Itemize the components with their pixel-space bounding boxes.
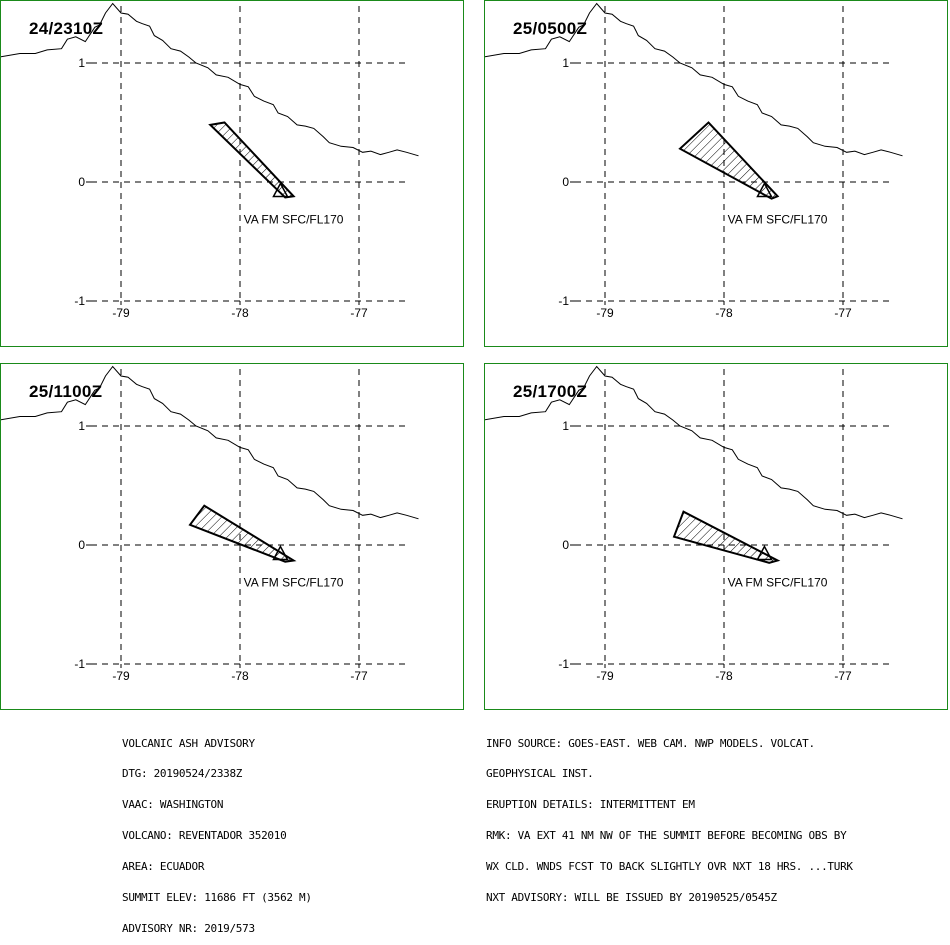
y-tick-label: 1	[562, 419, 569, 433]
volcano-marker	[756, 544, 773, 561]
y-tick-label: -1	[558, 657, 569, 671]
ash-cloud-polygon	[188, 504, 297, 563]
y-tick-label: 0	[78, 538, 85, 552]
y-tick-label: -1	[74, 294, 85, 308]
x-tick-label: -78	[715, 669, 733, 683]
x-tick-label: -77	[834, 306, 852, 320]
map-canvas: -79 -78 -77 1 0 -1 VA FM SFC/FL170	[485, 365, 903, 683]
volcano-marker	[272, 181, 289, 198]
x-tick-label: -77	[350, 669, 368, 683]
advisory-info-right: INFO SOURCE: GOES-EAST. WEB CAM. NWP MOD…	[486, 718, 853, 914]
advisory-line: NXT ADVISORY: WILL BE ISSUED BY 20190525…	[486, 891, 777, 905]
map-canvas: -79 -78 -77 1 0 -1 VA FM SFC/FL170	[1, 2, 419, 320]
advisory-line: AREA: ECUADOR	[122, 860, 205, 874]
x-tick-label: -77	[834, 669, 852, 683]
forecast-panel-1: -79 -78 -77 1 0 -1 VA FM SFC/FL170 24/2310Z	[0, 0, 464, 347]
advisory-line: GEOPHYSICAL INST.	[486, 767, 594, 781]
x-tick-label: -77	[350, 306, 368, 320]
advisory-line: RMK: VA EXT 41 NM NW OF THE SUMMIT BEFOR…	[486, 829, 847, 843]
y-tick-label: 0	[562, 538, 569, 552]
ash-cloud-polygon	[208, 121, 296, 199]
advisory-line: WX CLD. WNDS FCST TO BACK SLIGHTLY OVR N…	[486, 860, 853, 874]
advisory-line: SUMMIT ELEV: 11686 FT (3562 M)	[122, 891, 312, 905]
forecast-panel-3: -79 -78 -77 1 0 -1 VA FM SFC/FL170 25/1100Z	[0, 363, 464, 710]
advisory-line: INFO SOURCE: GOES-EAST. WEB CAM. NWP MOD…	[486, 736, 815, 750]
advisory-line: VOLCANO: REVENTADOR 352010	[122, 829, 287, 843]
volcano-marker	[272, 544, 289, 561]
ash-label: VA FM SFC/FL170	[728, 576, 828, 590]
advisory-info-left: VOLCANIC ASH ADVISORY DTG: 20190524/2338…	[122, 718, 312, 945]
boundary-line	[1, 365, 419, 520]
x-tick-label: -78	[715, 306, 733, 320]
map-canvas: -79 -78 -77 1 0 -1 VA FM SFC/FL170	[485, 2, 903, 320]
panel-time: 25/0500Z	[513, 19, 588, 38]
panel-time: 25/1100Z	[29, 382, 103, 401]
ash-label: VA FM SFC/FL170	[244, 213, 344, 227]
map-canvas: -79 -78 -77 1 0 -1 VA FM SFC/FL170	[1, 365, 419, 683]
y-tick-label: -1	[74, 657, 85, 671]
advisory-line: VAAC: WASHINGTON	[122, 798, 224, 812]
boundary-line	[485, 2, 903, 157]
x-tick-label: -79	[596, 669, 614, 683]
advisory-line: VOLCANIC ASH ADVISORY	[122, 736, 255, 750]
y-tick-label: 1	[78, 56, 85, 70]
ash-cloud-polygon	[678, 121, 780, 200]
advisory-line: ADVISORY NR: 2019/573	[122, 921, 255, 935]
x-tick-label: -79	[112, 306, 130, 320]
boundary-line	[485, 365, 903, 520]
x-tick-label: -79	[112, 669, 130, 683]
x-tick-label: -78	[231, 669, 249, 683]
y-tick-label: 0	[562, 175, 569, 189]
x-tick-label: -79	[596, 306, 614, 320]
volcano-marker	[756, 181, 773, 198]
panel-time: 25/1700Z	[513, 382, 588, 401]
ash-cloud-polygon	[672, 510, 781, 564]
panel-time: 24/2310Z	[29, 19, 104, 38]
y-tick-label: 1	[78, 419, 85, 433]
y-tick-label: 0	[78, 175, 85, 189]
advisory-line: ERUPTION DETAILS: INTERMITTENT EM	[486, 798, 695, 812]
ash-label: VA FM SFC/FL170	[728, 213, 828, 227]
forecast-panel-4: -79 -78 -77 1 0 -1 VA FM SFC/FL170 25/1700Z	[484, 363, 948, 710]
ash-label: VA FM SFC/FL170	[244, 576, 344, 590]
y-tick-label: 1	[562, 56, 569, 70]
x-tick-label: -78	[231, 306, 249, 320]
forecast-panel-2: -79 -78 -77 1 0 -1 VA FM SFC/FL170 25/0500Z	[484, 0, 948, 347]
y-tick-label: -1	[558, 294, 569, 308]
boundary-line	[1, 2, 419, 157]
advisory-line: DTG: 20190524/2338Z	[122, 767, 243, 781]
